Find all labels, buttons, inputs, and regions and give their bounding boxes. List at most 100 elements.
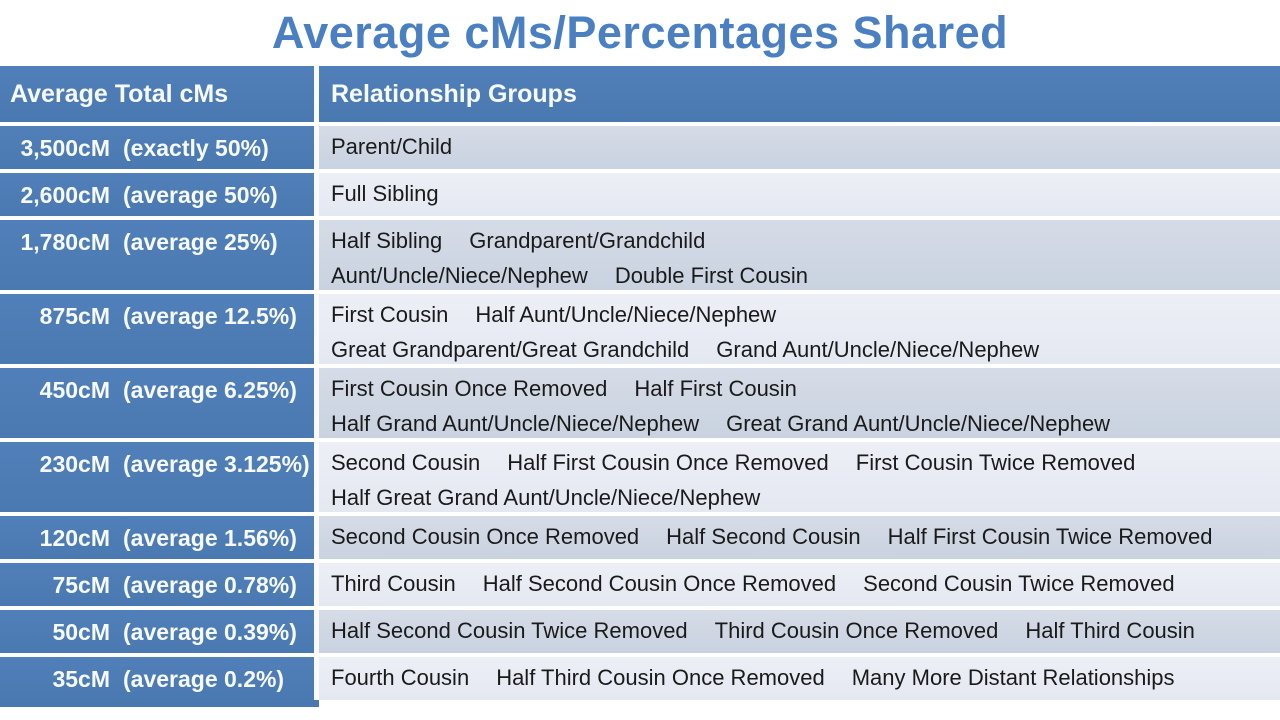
header-label-cms: Average Total cMs (10, 79, 229, 108)
relationship-item: First Cousin Twice Removed (855, 450, 1136, 475)
relationship-item: First Cousin (331, 302, 449, 327)
table-row: 35cM (average 0.2%) Fourth Cousin Half Th… (0, 657, 1280, 700)
relationship-item: Half Grand Aunt/Uncle/Niece/Nephew (331, 411, 700, 436)
cm-percent: (average 3.125%) (123, 451, 310, 477)
relationship-item: Half Second Cousin Once Removed (482, 571, 837, 596)
relationship-item: Half First Cousin (634, 376, 797, 401)
cm-percent: (average 0.39%) (123, 619, 297, 645)
cm-cell: 450cM (average 6.25%) (0, 368, 319, 438)
cm-value: 2,600cM (20, 182, 110, 208)
cm-percent: (average 6.25%) (123, 377, 297, 403)
relationship-cell: Second Cousin Once Removed Half Second Co… (319, 516, 1280, 559)
table-row: 1,780cM (average 25%) Half Sibling Grandp… (0, 220, 1280, 290)
cm-value: 75cM (52, 572, 110, 598)
cm-cell: 3,500cM (exactly 50%) (0, 126, 319, 169)
relationship-item: First Cousin Once Removed (331, 376, 608, 401)
cm-percent: (exactly 50%) (123, 135, 269, 161)
relationship-line: Second Cousin Half First Cousin Once Remo… (331, 445, 1280, 480)
relationship-item: Half Third Cousin (1025, 618, 1195, 643)
cm-percent: (average 12.5%) (123, 303, 297, 329)
left-column-footer (0, 700, 319, 707)
relationship-line: First Cousin Half Aunt/Uncle/Niece/Nephew (331, 297, 1280, 332)
relationship-item: Aunt/Uncle/Niece/Nephew (331, 263, 588, 288)
relationship-item: Half First Cousin Twice Removed (887, 524, 1213, 549)
relationship-item: Second Cousin Once Removed (331, 524, 640, 549)
table-row: 3,500cM (exactly 50%) Parent/Child (0, 126, 1280, 169)
chart-title: Average cMs/Percentages Shared (271, 7, 1009, 58)
relationship-item: Half Sibling (331, 228, 443, 253)
cm-value: 35cM (52, 666, 110, 692)
header-cell-relationship-groups: Relationship Groups (319, 66, 1280, 122)
relationship-cell: First Cousin Half Aunt/Uncle/Niece/Nephew… (319, 294, 1280, 364)
cm-cell: 2,600cM (average 50%) (0, 173, 319, 216)
cm-cell: 875cM (average 12.5%) (0, 294, 319, 364)
relationship-item: Half Great Grand Aunt/Uncle/Niece/Nephew (331, 485, 761, 510)
cm-value: 3,500cM (20, 135, 110, 161)
table-rows: 3,500cM (exactly 50%) Parent/Child 2,600… (0, 126, 1280, 700)
relationship-line: Full Sibling (331, 176, 1280, 211)
relationship-cell: Full Sibling (319, 173, 1280, 216)
cm-percent: (average 0.78%) (123, 572, 297, 598)
relationship-line: Second Cousin Once Removed Half Second Co… (331, 519, 1280, 554)
relationship-item: Double First Cousin (614, 263, 808, 288)
relationship-line: Half Second Cousin Twice Removed Third Co… (331, 613, 1280, 648)
relationship-line: Fourth Cousin Half Third Cousin Once Remo… (331, 660, 1280, 695)
cm-cell: 1,780cM (average 25%) (0, 220, 319, 290)
relationship-item: Grand Aunt/Uncle/Niece/Nephew (716, 337, 1040, 362)
relationship-line: Half Grand Aunt/Uncle/Niece/Nephew Great … (331, 406, 1280, 438)
relationship-item: Second Cousin (331, 450, 481, 475)
relationship-item: Half First Cousin Once Removed (507, 450, 829, 475)
relationship-cell: Parent/Child (319, 126, 1280, 169)
relationship-item: Third Cousin Once Removed (714, 618, 999, 643)
relationship-item: Half Third Cousin Once Removed (496, 665, 825, 690)
cm-value: 875cM (39, 303, 110, 329)
relationship-line: Half Great Grand Aunt/Uncle/Niece/Nephew (331, 480, 1280, 512)
relationship-item: Fourth Cousin (331, 665, 470, 690)
relationship-cell: Half Second Cousin Twice Removed Third Co… (319, 610, 1280, 653)
cm-cell: 35cM (average 0.2%) (0, 657, 319, 700)
relationship-item: Half Aunt/Uncle/Niece/Nephew (475, 302, 777, 327)
relationship-item: Many More Distant Relationships (851, 665, 1175, 690)
cm-cell: 50cM (average 0.39%) (0, 610, 319, 653)
table-row: 75cM (average 0.78%) Third Cousin Half Se… (0, 563, 1280, 606)
relationship-line: Third Cousin Half Second Cousin Once Remo… (331, 566, 1280, 601)
table-row: 120cM (average 1.56%) Second Cousin Once… (0, 516, 1280, 559)
relationship-item: Great Grand Aunt/Uncle/Niece/Nephew (726, 411, 1111, 436)
cm-value: 450cM (39, 377, 110, 403)
cm-percent: (average 0.2%) (123, 666, 285, 692)
relationship-line: Great Grandparent/Great Grandchild Grand … (331, 332, 1280, 364)
relationship-item: Full Sibling (331, 181, 439, 206)
cm-value: 50cM (52, 619, 110, 645)
relationship-line: Half Sibling Grandparent/Grandchild (331, 223, 1280, 258)
relationship-table: Average Total cMs Relationship Groups 3,… (0, 66, 1280, 707)
relationship-cell: Fourth Cousin Half Third Cousin Once Remo… (319, 657, 1280, 700)
cm-cell: 75cM (average 0.78%) (0, 563, 319, 606)
relationship-cell: First Cousin Once Removed Half First Cous… (319, 368, 1280, 438)
cm-percent: (average 50%) (123, 182, 278, 208)
relationship-item: Half Second Cousin Twice Removed (331, 618, 688, 643)
relationship-item: Grandparent/Grandchild (469, 228, 706, 253)
cm-percent: (average 25%) (123, 229, 278, 255)
relationship-item: Parent/Child (331, 134, 453, 159)
title-bar: Average cMs/Percentages Shared (0, 0, 1280, 66)
relationship-line: Parent/Child (331, 129, 1280, 164)
relationship-item: Great Grandparent/Great Grandchild (331, 337, 690, 362)
cm-percent: (average 1.56%) (123, 525, 297, 551)
cm-cell: 120cM (average 1.56%) (0, 516, 319, 559)
relationship-line: First Cousin Once Removed Half First Cous… (331, 371, 1280, 406)
table-row: 50cM (average 0.39%) Half Second Cousin … (0, 610, 1280, 653)
table-row: 875cM (average 12.5%) First Cousin Half A… (0, 294, 1280, 364)
cm-value: 230cM (39, 451, 110, 477)
table-row: 450cM (average 6.25%) First Cousin Once … (0, 368, 1280, 438)
table-row: 230cM (average 3.125%) Second Cousin Half… (0, 442, 1280, 512)
relationship-cell: Half Sibling Grandparent/Grandchild Aunt/U… (319, 220, 1280, 290)
relationship-cell: Third Cousin Half Second Cousin Once Remo… (319, 563, 1280, 606)
table-header-row: Average Total cMs Relationship Groups (0, 66, 1280, 122)
relationship-cell: Second Cousin Half First Cousin Once Remo… (319, 442, 1280, 512)
header-cell-average-total-cms: Average Total cMs (0, 66, 319, 122)
cm-value: 1,780cM (20, 229, 110, 255)
relationship-item: Third Cousin (331, 571, 456, 596)
cm-cell: 230cM (average 3.125%) (0, 442, 319, 512)
table-row: 2,600cM (average 50%) Full Sibling (0, 173, 1280, 216)
relationship-item: Second Cousin Twice Removed (863, 571, 1175, 596)
